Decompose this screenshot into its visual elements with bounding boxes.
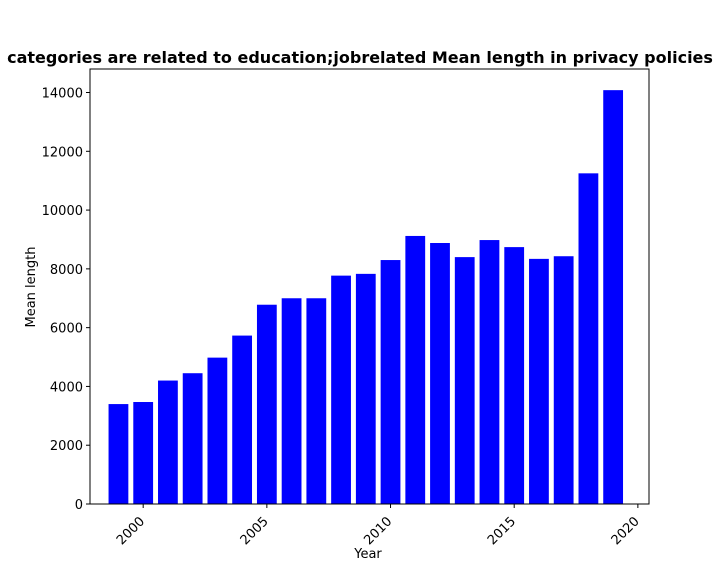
y-tick-label: 2000 [50,439,83,454]
bar-2015 [504,247,525,505]
bar-2003 [207,357,228,504]
y-tick-label: 14000 [42,87,83,102]
x-tick-label: 2020 [609,514,643,548]
bar-2004 [232,335,253,504]
x-axis-label: Year [353,547,382,562]
y-tick-label: 8000 [50,263,83,278]
bar-2010 [380,260,401,504]
y-tick-label: 6000 [50,322,83,337]
bar-2018 [578,173,599,504]
y-axis: 0 2000 4000 6000 8000 10000 12000 14000 [42,87,90,513]
bar-2012 [430,243,450,504]
plot-frame [89,68,650,505]
bar-2005 [256,304,277,504]
x-tick-label: 2010 [361,514,395,548]
bar-2011 [405,235,426,504]
x-tick-label: 2005 [238,514,272,548]
bar-2019 [603,90,624,504]
bar-2017 [553,256,574,504]
bar-2009 [355,273,376,504]
chart-title: categories are related to education;jobr… [7,48,713,67]
bar-2014 [479,240,500,504]
bar-2002 [182,373,203,504]
bars-group [108,90,624,505]
y-tick-label: 10000 [42,204,83,219]
bar-1999 [108,404,129,504]
y-axis-label: Mean length [24,247,39,328]
bar-2000 [133,402,154,504]
y-tick-label: 12000 [42,145,83,160]
bar-2016 [529,258,549,504]
bar-2001 [158,380,178,504]
x-axis: 2000 2005 2010 2015 2020 [114,504,643,548]
bar-2013 [454,257,475,504]
y-tick-label: 0 [75,498,83,513]
x-tick-label: 2015 [485,514,519,548]
bar-2006 [281,298,302,504]
x-tick-label: 2000 [114,514,148,548]
bar-2007 [306,298,327,504]
bar-2008 [331,275,351,505]
y-tick-label: 4000 [50,380,83,395]
